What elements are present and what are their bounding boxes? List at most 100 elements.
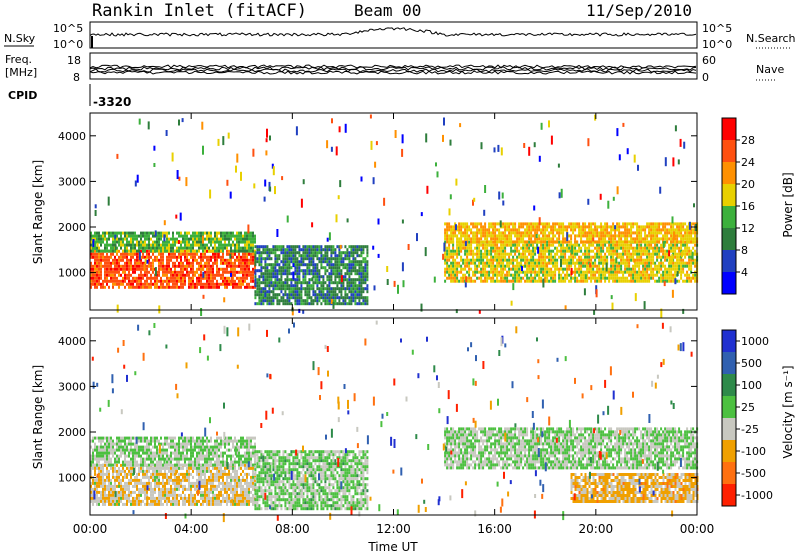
data-cell <box>470 231 473 235</box>
data-cell <box>192 240 194 244</box>
data-cell <box>150 264 152 268</box>
data-cell <box>548 261 551 265</box>
data-cell <box>286 281 289 285</box>
data-cell <box>172 279 174 283</box>
data-cell <box>662 276 665 280</box>
data-cell <box>274 269 277 273</box>
data-cell <box>112 276 114 280</box>
scatter-cell <box>295 126 298 136</box>
data-cell <box>638 258 641 262</box>
data-cell <box>628 279 631 283</box>
data-cell <box>550 267 553 271</box>
data-cell <box>98 270 100 274</box>
data-cell <box>492 231 495 235</box>
data-cell <box>460 270 463 274</box>
data-cell <box>326 251 329 255</box>
data-cell <box>316 269 319 273</box>
data-cell <box>692 228 695 232</box>
data-cell <box>294 248 297 252</box>
data-cell <box>594 258 597 262</box>
data-cell <box>114 237 116 241</box>
data-cell <box>494 279 497 283</box>
data-cell <box>222 267 224 271</box>
data-cell <box>466 231 469 235</box>
data-cell <box>198 231 200 235</box>
data-cell <box>184 237 186 241</box>
data-cell <box>472 249 475 253</box>
data-cell <box>542 252 545 256</box>
data-cell <box>650 240 653 244</box>
data-cell <box>176 273 178 277</box>
data-cell <box>360 266 363 270</box>
data-cell <box>90 496 92 500</box>
data-cell <box>570 225 573 229</box>
data-cell <box>322 284 325 288</box>
data-cell <box>688 249 691 253</box>
data-cell <box>264 251 267 255</box>
data-cell <box>468 243 471 247</box>
data-cell <box>686 279 689 283</box>
data-cell <box>332 266 335 270</box>
data-cell <box>502 267 505 271</box>
data-cell <box>156 282 158 286</box>
data-cell <box>610 237 613 241</box>
data-cell <box>666 252 669 256</box>
data-cell <box>362 248 365 252</box>
data-cell <box>324 287 327 291</box>
data-cell <box>200 246 202 250</box>
data-cell <box>320 248 323 252</box>
data-cell <box>216 264 218 268</box>
data-cell <box>358 260 361 264</box>
data-cell <box>470 279 473 283</box>
data-cell <box>134 267 136 271</box>
data-cell <box>122 475 124 479</box>
data-cell <box>350 245 353 249</box>
data-cell <box>670 237 673 241</box>
data-cell <box>282 254 285 258</box>
data-cell <box>160 255 162 259</box>
data-cell <box>248 282 250 286</box>
data-cell <box>452 237 455 241</box>
data-cell <box>172 249 174 253</box>
data-cell <box>500 246 503 250</box>
data-cell <box>100 252 102 256</box>
data-cell <box>470 240 473 244</box>
data-cell <box>646 243 649 247</box>
data-cell <box>366 296 369 300</box>
data-cell <box>596 264 599 268</box>
data-cell <box>638 279 641 283</box>
data-cell <box>366 299 369 303</box>
data-cell <box>304 293 307 297</box>
data-cell <box>624 243 627 247</box>
data-cell <box>122 249 124 253</box>
data-cell <box>92 279 94 283</box>
scatter-cell <box>178 119 180 126</box>
scatter-cell <box>465 276 468 283</box>
data-cell <box>112 496 114 500</box>
scatter-cell <box>236 153 239 163</box>
data-cell <box>614 252 617 256</box>
data-cell <box>144 234 146 238</box>
data-cell <box>108 270 110 274</box>
data-cell <box>268 248 271 252</box>
data-cell <box>452 255 455 259</box>
data-cell <box>118 282 120 286</box>
data-cell <box>300 260 303 264</box>
data-cell <box>494 240 497 244</box>
data-cell <box>680 243 683 247</box>
data-cell <box>152 261 154 265</box>
data-cell <box>270 251 273 255</box>
data-cell <box>284 266 287 270</box>
data-cell <box>100 490 102 494</box>
data-cell <box>104 234 106 238</box>
data-cell <box>344 254 347 258</box>
data-cell <box>688 276 691 280</box>
data-cell <box>508 225 511 229</box>
data-cell <box>504 273 507 277</box>
data-cell <box>512 279 515 283</box>
data-cell <box>234 264 236 268</box>
data-cell <box>258 257 261 261</box>
data-cell <box>558 231 561 235</box>
data-cell <box>322 260 325 264</box>
data-cell <box>560 252 563 256</box>
